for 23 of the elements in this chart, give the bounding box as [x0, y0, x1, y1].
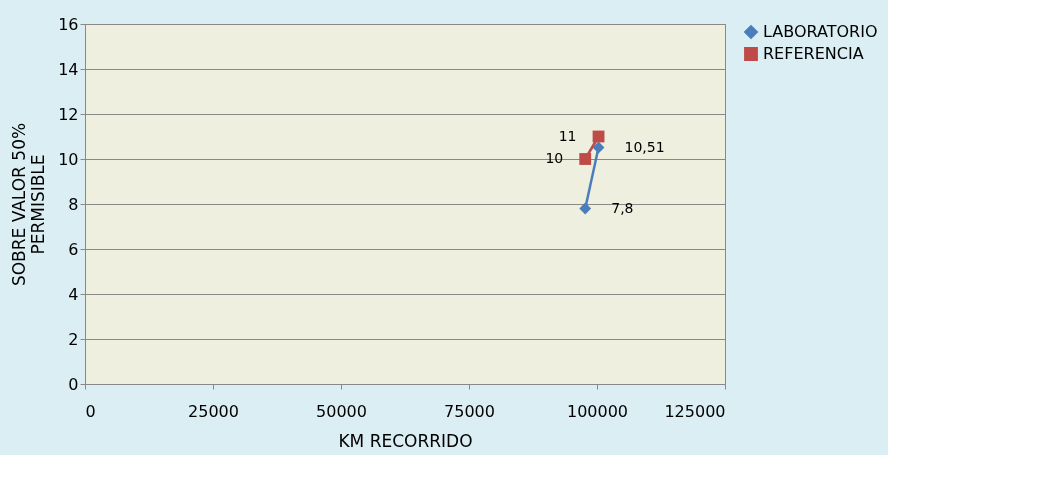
x-tick-label: 75000: [444, 401, 495, 421]
y-tick-label: 8: [68, 194, 79, 214]
y-axis-title: SOBRE VALOR 50% PERMISIBLE: [9, 122, 49, 287]
data-label: 7,8: [611, 199, 634, 216]
x-tick-label: 0: [85, 401, 96, 421]
x-tick-label: 125000: [664, 401, 726, 421]
data-label: 10,51: [624, 138, 665, 155]
y-tick-label: 6: [68, 239, 79, 259]
y-tick-label: 10: [58, 149, 79, 169]
x-axis-title: KM RECORRIDO: [338, 430, 473, 451]
y-tick-label: 16: [58, 14, 79, 34]
y-tick-label: 12: [58, 104, 79, 124]
x-tick-label: 50000: [316, 401, 367, 421]
data-label: 11: [558, 127, 577, 144]
y-tick-label: 14: [58, 59, 79, 79]
legend-label: REFERENCIA: [763, 44, 864, 63]
y-tick-label: 0: [68, 374, 79, 394]
legend-label: LABORATORIO: [763, 22, 878, 41]
y-tick-label: 2: [68, 329, 79, 349]
data-label: 10: [545, 150, 564, 166]
x-tick-label: 100000: [566, 401, 629, 421]
y-tick-label: 4: [68, 284, 79, 304]
x-tick-label: 25000: [188, 401, 239, 421]
